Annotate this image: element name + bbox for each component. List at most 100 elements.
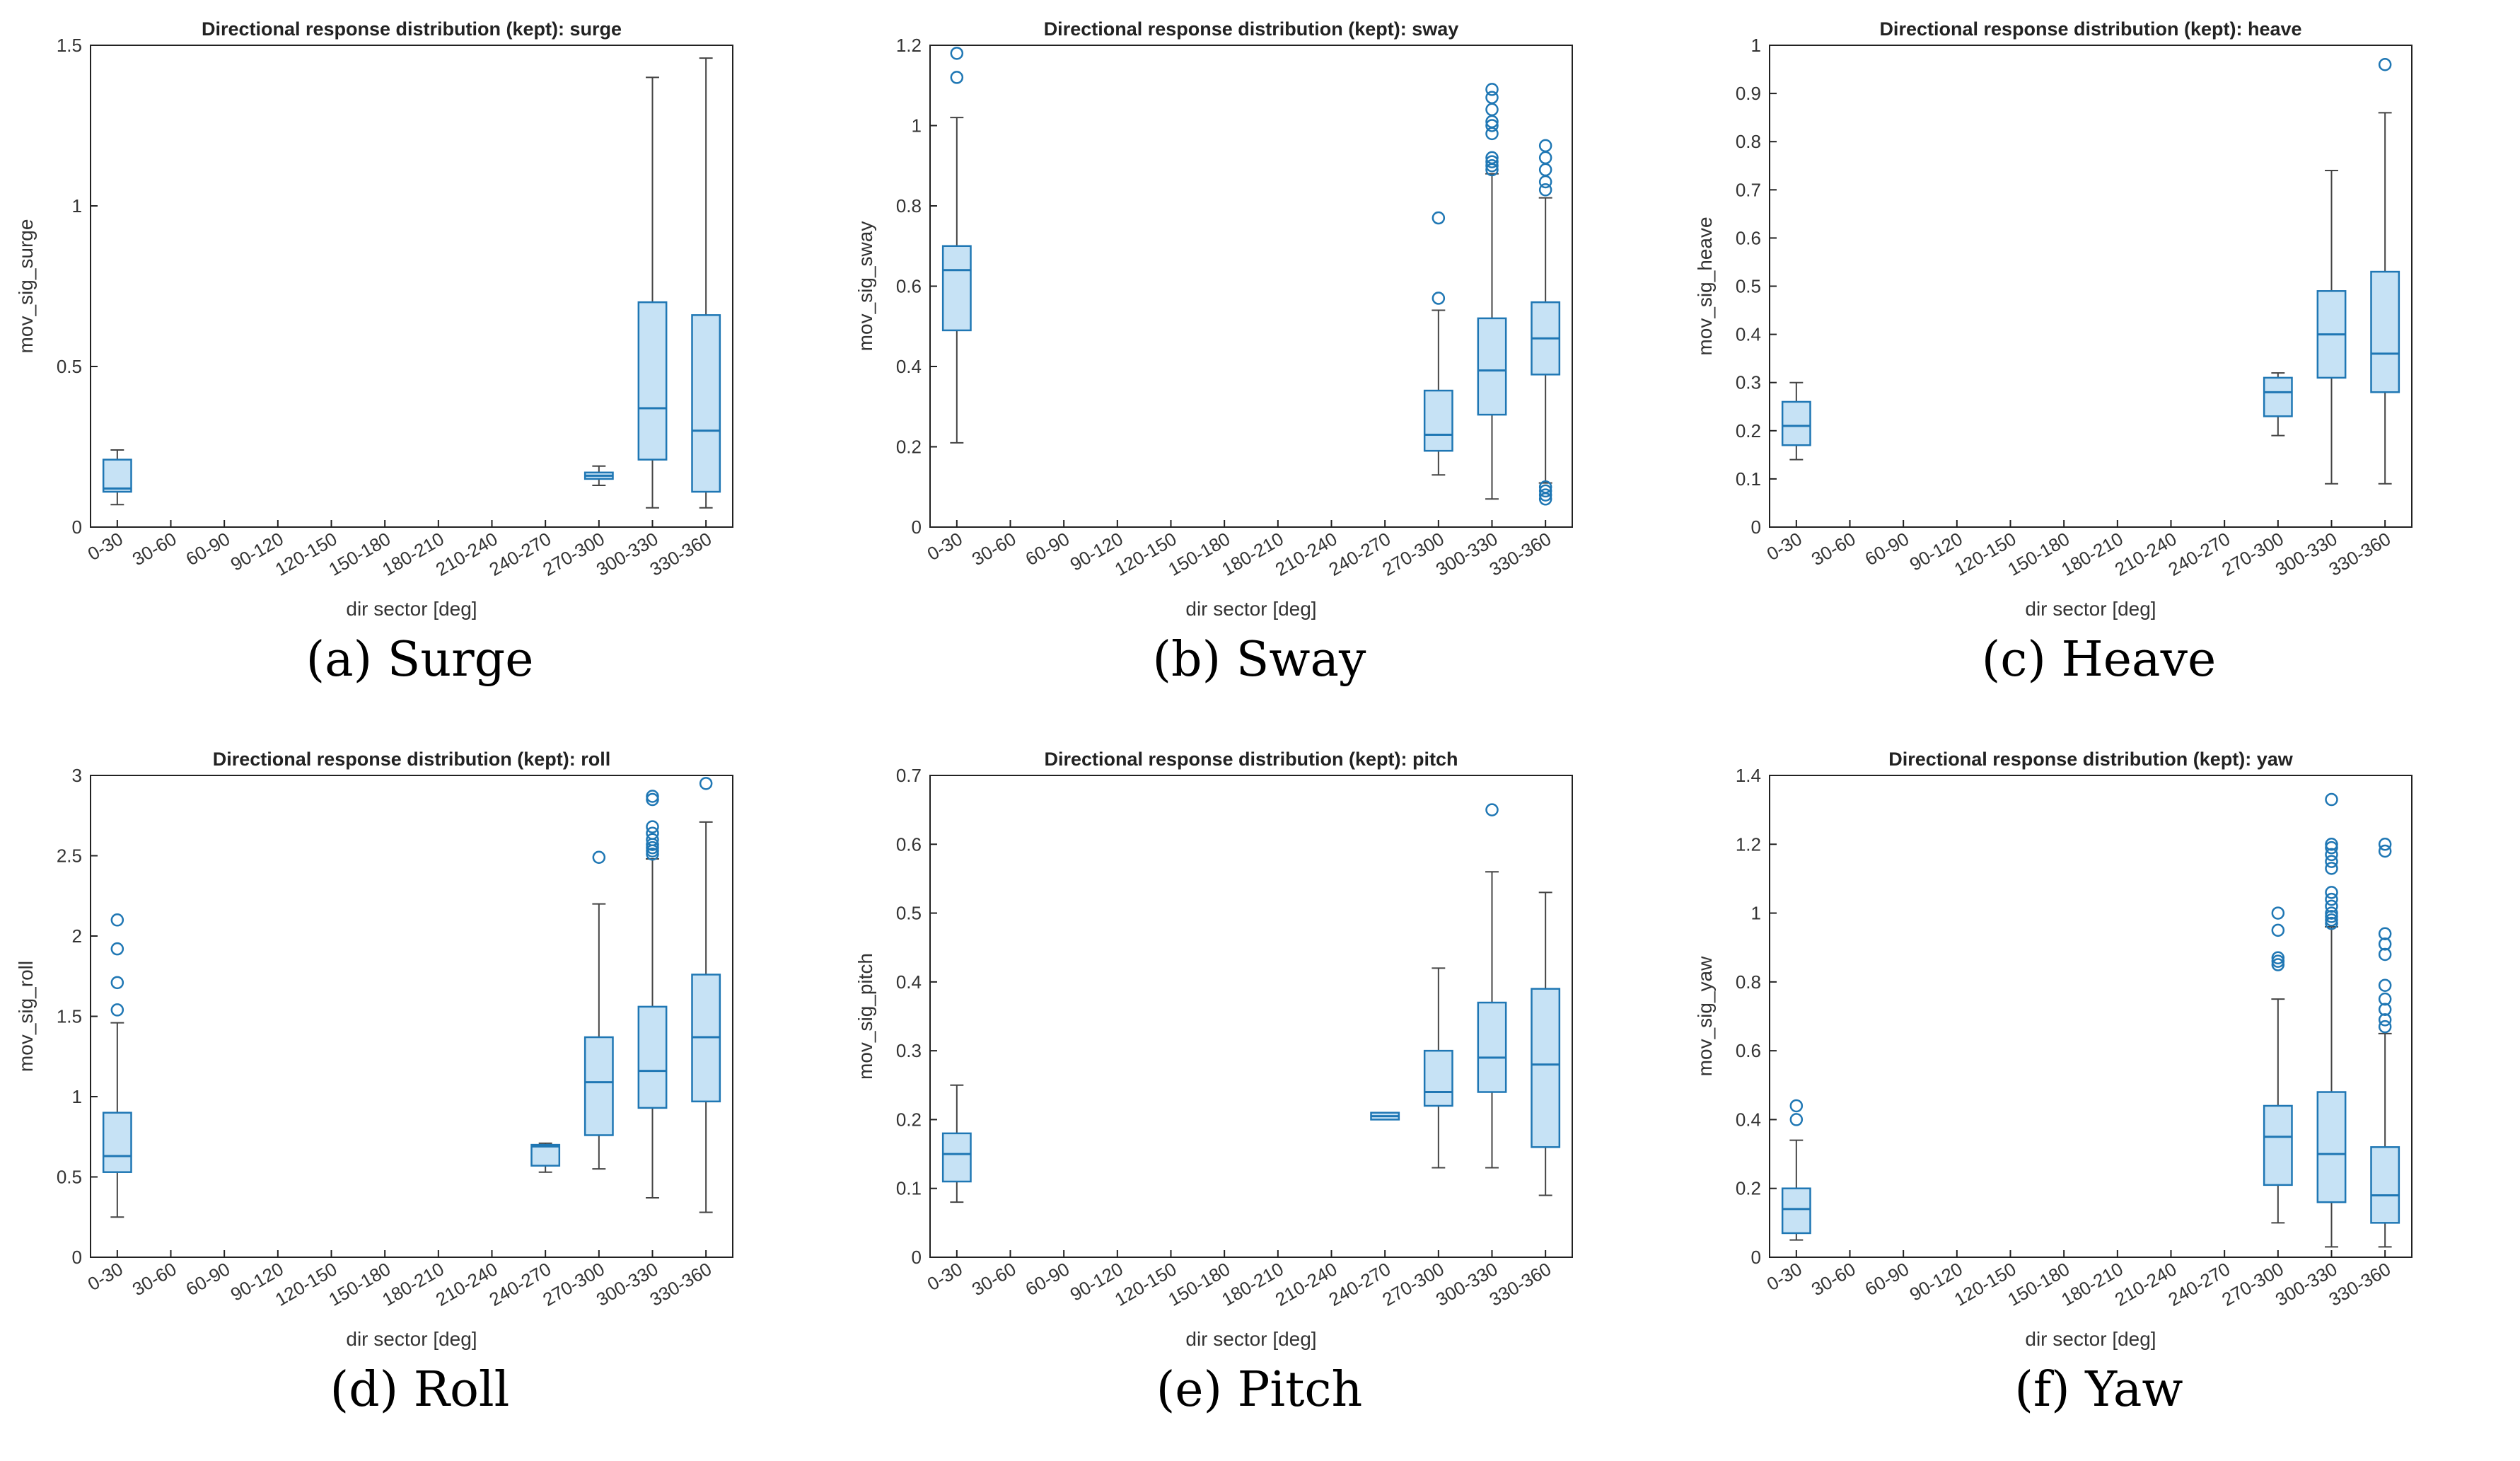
box-iqr xyxy=(102,458,132,493)
x-tick-label: 330-360 xyxy=(1486,528,1555,580)
x-axis-label: dir sector [deg] xyxy=(346,598,477,620)
caption-surge: (a) Surge xyxy=(306,632,534,688)
x-tick-label: 60-90 xyxy=(1022,1258,1074,1300)
box-0-30 xyxy=(941,47,972,444)
box-iqr xyxy=(637,301,668,461)
y-tick-label: 0.3 xyxy=(896,1040,922,1061)
y-tick-label: 0.7 xyxy=(896,765,922,786)
y-tick-label: 1.5 xyxy=(57,1006,82,1027)
x-tick-label: 0-30 xyxy=(84,1258,127,1295)
y-axis-label: mov_sig_surge xyxy=(15,219,37,354)
x-tick-label: 120-150 xyxy=(1111,528,1180,580)
y-tick-label: 1.2 xyxy=(896,35,922,56)
box-0-30 xyxy=(1781,1099,1811,1241)
plot-frame xyxy=(90,45,733,528)
boxplot-yaw: Directional response distribution (kept)… xyxy=(1694,749,2412,1350)
chart-title: Directional response distribution (kept)… xyxy=(1044,18,1459,40)
y-tick-label: 1.5 xyxy=(57,35,82,56)
panel-surge: Directional response distribution (kept)… xyxy=(0,0,840,730)
box-240-270 xyxy=(1370,1111,1400,1121)
outlier-point xyxy=(1485,119,1499,132)
x-tick-label: 30-60 xyxy=(129,1258,180,1300)
x-tick-label: 180-210 xyxy=(378,528,448,580)
y-tick-label: 0.8 xyxy=(896,195,922,216)
x-tick-label: 0-30 xyxy=(1763,528,1806,565)
box-330-360 xyxy=(691,777,721,1213)
outlier-point xyxy=(2325,916,2338,930)
outlier-point xyxy=(1538,183,1552,197)
y-tick-label: 0 xyxy=(912,1247,922,1268)
boxplot-heave: Directional response distribution (kept)… xyxy=(1694,18,2412,620)
outlier-point xyxy=(1485,103,1499,117)
outlier-point xyxy=(2378,978,2392,992)
y-tick-label: 0 xyxy=(1751,1247,1761,1268)
box-300-330 xyxy=(637,790,668,1199)
outlier-point xyxy=(2378,937,2392,951)
x-axis-label: dir sector [deg] xyxy=(1185,1328,1316,1350)
box-0-30 xyxy=(102,449,132,506)
outlier-point xyxy=(1538,484,1552,498)
caption-yaw: (f) Yaw xyxy=(2014,1362,2183,1418)
box-330-360 xyxy=(1531,891,1561,1196)
outlier-point xyxy=(2378,1013,2392,1027)
x-tick-label: 300-330 xyxy=(2272,528,2341,580)
box-270-300 xyxy=(2263,906,2293,1224)
x-tick-label: 60-90 xyxy=(182,1258,234,1300)
outlier-point xyxy=(1538,175,1552,189)
outlier-point xyxy=(1485,151,1499,165)
y-tick-label: 0 xyxy=(1751,516,1761,538)
outlier-point xyxy=(2325,886,2338,899)
box-300-330 xyxy=(1477,803,1507,1169)
x-tick-label: 270-300 xyxy=(539,528,608,580)
box-iqr xyxy=(102,1111,132,1173)
x-tick-label: 60-90 xyxy=(1862,1258,1913,1300)
x-tick-label: 240-270 xyxy=(486,1258,555,1310)
box-iqr xyxy=(1423,389,1453,452)
outlier-point xyxy=(1789,1099,1804,1113)
box-iqr xyxy=(2263,376,2293,417)
x-tick-label: 240-270 xyxy=(1325,1258,1395,1310)
outlier-point xyxy=(2378,947,2392,962)
outlier-point xyxy=(1432,291,1446,305)
x-tick-label: 0-30 xyxy=(1763,1258,1806,1295)
outlier-point xyxy=(699,777,713,790)
x-tick-label: 30-60 xyxy=(1808,528,1859,570)
outlier-point xyxy=(2325,855,2338,868)
x-tick-label: 300-330 xyxy=(1432,1258,1502,1310)
outlier-point xyxy=(2325,841,2338,855)
x-tick-label: 60-90 xyxy=(182,528,234,570)
plot-frame xyxy=(929,775,1573,1258)
box-iqr xyxy=(1781,400,1811,446)
y-tick-label: 0.1 xyxy=(896,1178,922,1199)
outlier-point xyxy=(2271,951,2285,965)
chart-title: Directional response distribution (kept)… xyxy=(202,18,622,40)
outlier-point xyxy=(2325,899,2338,913)
caption-pitch: (e) Pitch xyxy=(1156,1362,1363,1418)
y-tick-label: 0.8 xyxy=(1736,971,1761,993)
x-tick-label: 240-270 xyxy=(486,528,555,580)
x-tick-label: 330-360 xyxy=(1486,1258,1555,1310)
x-tick-label: 270-300 xyxy=(1378,1258,1448,1310)
x-tick-label: 270-300 xyxy=(539,1258,608,1310)
plot-frame xyxy=(90,775,733,1258)
outlier-point xyxy=(950,71,964,84)
x-tick-label: 120-150 xyxy=(1111,1258,1180,1310)
panel-heave: Directional response distribution (kept)… xyxy=(1679,0,2519,730)
panel-sway: Directional response distribution (kept)… xyxy=(840,0,1679,730)
box-300-330 xyxy=(2316,792,2347,1248)
box-270-300 xyxy=(2263,372,2293,437)
y-tick-label: 0.4 xyxy=(1736,1109,1761,1130)
x-tick-label: 120-150 xyxy=(1951,528,2020,580)
x-tick-label: 270-300 xyxy=(2218,1258,2287,1310)
x-tick-label: 150-180 xyxy=(1165,1258,1234,1310)
box-iqr xyxy=(1531,988,1561,1148)
box-330-360 xyxy=(1531,139,1561,506)
y-tick-label: 1.4 xyxy=(1736,765,1761,786)
outlier-point xyxy=(2271,906,2285,920)
outlier-point xyxy=(2378,1020,2392,1034)
outlier-point xyxy=(1538,480,1552,494)
x-tick-label: 180-210 xyxy=(1218,528,1287,580)
x-axis-label: dir sector [deg] xyxy=(346,1328,477,1350)
caption-sway: (b) Sway xyxy=(1152,632,1366,688)
box-300-330 xyxy=(637,76,668,509)
